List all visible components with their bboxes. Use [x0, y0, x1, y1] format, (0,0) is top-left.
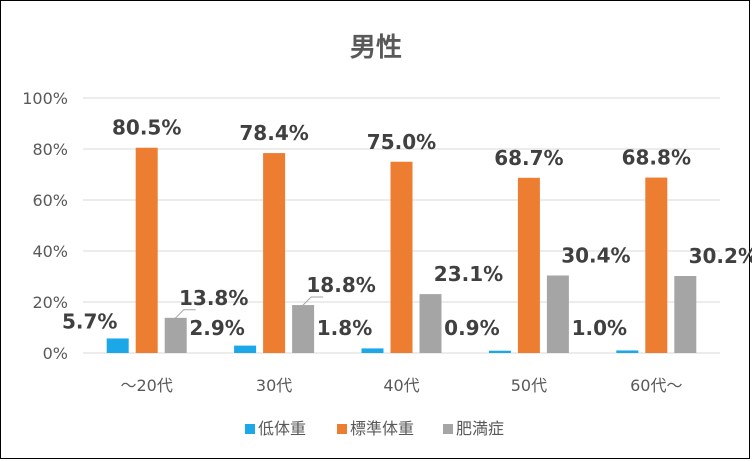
bar-標準体重	[263, 153, 286, 353]
bar-肥満症	[419, 294, 442, 353]
x-axis: ～20代 30代 40代 50代 60代～	[121, 376, 683, 395]
bar-標準体重	[135, 147, 158, 353]
data-label: 75.0%	[367, 130, 436, 154]
bar-標準体重	[390, 161, 413, 353]
x-tick-label: 40代	[383, 376, 419, 395]
y-tick-label: 100%	[22, 89, 68, 108]
data-label: 80.5%	[112, 116, 181, 140]
leader-line	[173, 309, 196, 321]
x-tick-label: 30代	[256, 376, 292, 395]
legend-label: 低体重	[258, 419, 306, 438]
data-label: 23.1%	[434, 262, 503, 286]
y-tick-label: 80%	[32, 140, 68, 159]
x-tick-label: 60代～	[630, 376, 682, 395]
x-tick-label: ～20代	[121, 376, 173, 395]
legend-label: 標準体重	[350, 419, 414, 438]
legend-label: 肥満症	[456, 419, 504, 438]
data-label: 30.4%	[561, 243, 630, 267]
data-label: 1.0%	[572, 316, 627, 340]
bar-低体重	[234, 345, 257, 353]
y-tick-label: 0%	[43, 344, 68, 363]
leader-line	[300, 296, 324, 308]
y-tick-label: 20%	[32, 293, 68, 312]
data-label: 0.9%	[444, 316, 499, 340]
legend-swatch-低体重	[245, 424, 255, 434]
gridlines	[83, 97, 720, 354]
chart-title: 男性	[350, 33, 402, 63]
x-tick-label: 50代	[511, 376, 547, 395]
bar-肥満症	[164, 317, 187, 353]
leader-lines	[173, 296, 324, 321]
legend-swatch-標準体重	[337, 424, 347, 434]
bar-肥満症	[546, 275, 569, 353]
data-label: 13.8%	[179, 286, 248, 310]
bars	[106, 147, 697, 353]
data-label: 18.8%	[306, 273, 375, 297]
bar-肥満症	[292, 305, 315, 353]
bar-低体重	[616, 350, 639, 353]
y-tick-label: 60%	[32, 191, 68, 210]
y-axis: 0% 20% 40% 60% 80% 100%	[22, 89, 68, 363]
bar-低体重	[488, 350, 511, 353]
data-label: 78.4%	[239, 121, 308, 145]
bar-標準体重	[517, 177, 540, 353]
bar-肥満症	[674, 275, 697, 353]
data-label: 68.7%	[494, 146, 563, 170]
data-labels: 5.7% 80.5% 13.8% 2.9% 78.4% 18.8% 1.8% 75.0% 23.…	[62, 116, 752, 340]
bar-低体重	[361, 348, 384, 353]
data-label: 68.8%	[622, 146, 691, 170]
data-label: 30.2%	[689, 244, 752, 268]
bar-標準体重	[645, 177, 668, 353]
bar-低体重	[106, 338, 129, 353]
legend: 低体重 標準体重 肥満症	[245, 419, 504, 438]
data-label: 2.9%	[189, 316, 244, 340]
data-label: 5.7%	[62, 309, 117, 333]
legend-swatch-肥満症	[443, 424, 453, 434]
data-label: 1.8%	[317, 316, 372, 340]
y-tick-label: 40%	[32, 242, 68, 261]
